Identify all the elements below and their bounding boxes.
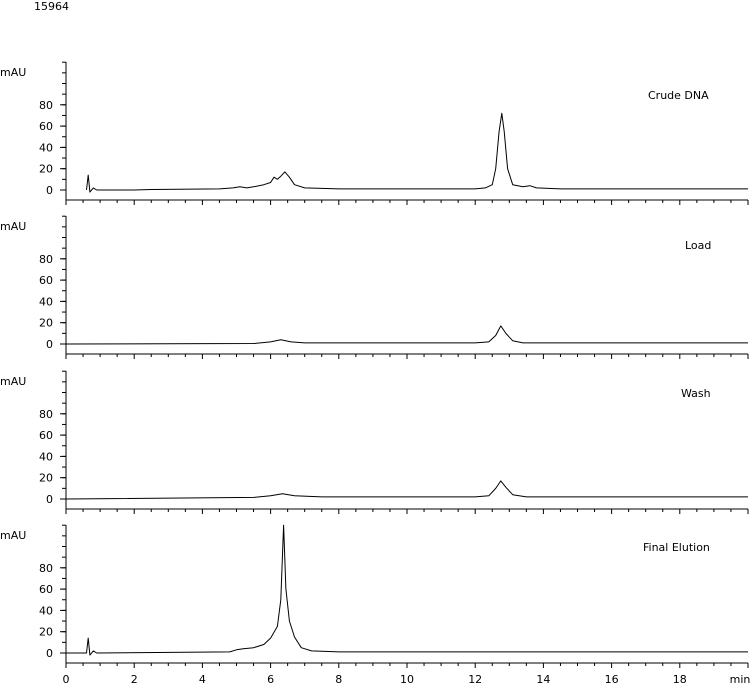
y-tick-label: 80 bbox=[39, 562, 53, 575]
y-tick-label: 60 bbox=[39, 274, 53, 287]
y-tick-label: 0 bbox=[46, 493, 53, 506]
series-label: Crude DNA bbox=[648, 89, 709, 102]
y-tick-label: 80 bbox=[39, 408, 53, 421]
y-tick-label: 60 bbox=[39, 583, 53, 596]
y-tick-label: 80 bbox=[39, 253, 53, 266]
x-tick-label: 8 bbox=[335, 673, 342, 685]
y-axis-label: mAU bbox=[0, 220, 26, 233]
x-tick-label: 2 bbox=[131, 673, 138, 685]
y-tick-label: 0 bbox=[46, 338, 53, 351]
y-tick-label: 60 bbox=[39, 120, 53, 133]
y-tick-label: 20 bbox=[39, 472, 53, 485]
series-line bbox=[86, 112, 748, 193]
x-tick-label: 18 bbox=[673, 673, 687, 685]
series-label: Wash bbox=[681, 387, 711, 400]
y-axis-label: mAU bbox=[0, 529, 26, 542]
series-line bbox=[65, 480, 748, 500]
series-line bbox=[66, 524, 748, 656]
series-label: Final Elution bbox=[643, 541, 710, 554]
y-axis-label: mAU bbox=[0, 66, 26, 79]
chromatogram-id: 15964 bbox=[34, 0, 69, 13]
y-tick-label: 80 bbox=[39, 99, 53, 112]
x-tick-label: 12 bbox=[468, 673, 482, 685]
y-tick-label: 20 bbox=[39, 317, 53, 330]
series-label: Load bbox=[685, 239, 711, 252]
y-tick-label: 0 bbox=[46, 184, 53, 197]
series-line bbox=[65, 325, 748, 345]
y-tick-label: 20 bbox=[39, 163, 53, 176]
y-tick-label: 40 bbox=[39, 604, 53, 617]
y-tick-label: 40 bbox=[39, 295, 53, 308]
x-tick-label: 6 bbox=[267, 673, 274, 685]
y-tick-label: 40 bbox=[39, 450, 53, 463]
x-tick-label: 0 bbox=[63, 673, 70, 685]
x-axis-label: min bbox=[730, 673, 750, 685]
y-tick-label: 0 bbox=[46, 647, 53, 660]
x-tick-label: 16 bbox=[605, 673, 619, 685]
x-tick-label: 4 bbox=[199, 673, 206, 685]
x-tick-label: 14 bbox=[536, 673, 550, 685]
y-axis-label: mAU bbox=[0, 375, 26, 388]
y-tick-label: 20 bbox=[39, 626, 53, 639]
x-tick-label: 10 bbox=[400, 673, 414, 685]
y-tick-label: 60 bbox=[39, 429, 53, 442]
y-tick-label: 40 bbox=[39, 141, 53, 154]
